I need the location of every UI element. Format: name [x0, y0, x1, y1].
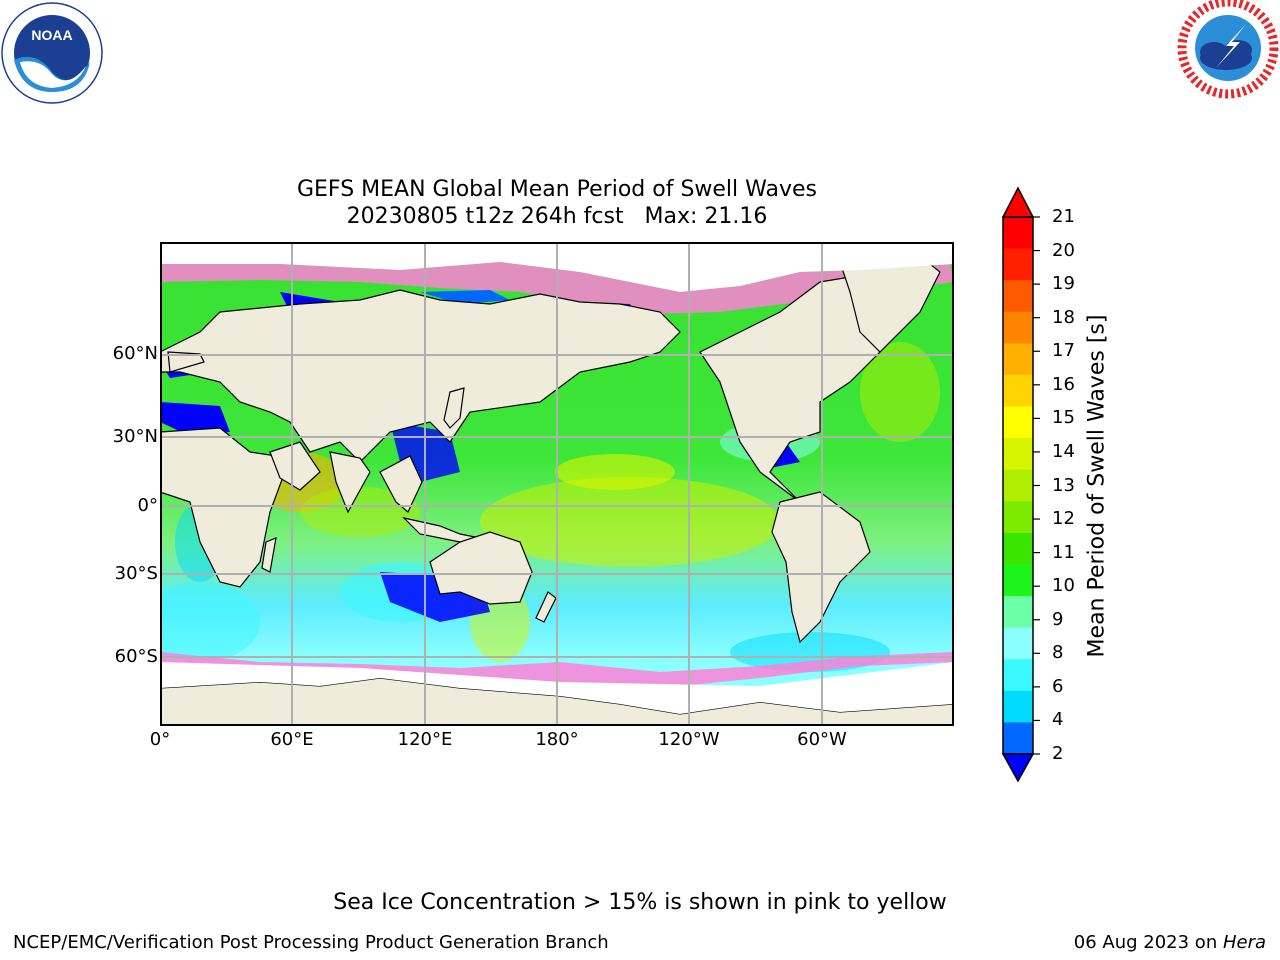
nws-logo [1177, 0, 1279, 99]
colorbar-tick-label: 10 [1052, 575, 1075, 597]
lat-tick-0: 0° [137, 495, 158, 516]
colorbar [1001, 186, 1040, 783]
colorbar-band [1003, 469, 1033, 502]
colorbar-tick-label: 14 [1052, 440, 1075, 462]
colorbar-band [1003, 311, 1033, 344]
noaa-logo: NOAA [1, 2, 103, 104]
colorbar-band [1003, 343, 1033, 376]
colorbar-label: Mean Period of Swell Waves [s] [1084, 314, 1110, 658]
colorbar-tick-label: 4 [1052, 709, 1064, 731]
colorbar-band [1003, 374, 1033, 408]
footer-date: 06 Aug 2023 on Hera [1074, 932, 1266, 953]
footer-machine: Hera [1222, 932, 1266, 953]
colorbar-band [1003, 722, 1033, 755]
colorbar-tick-label: 17 [1052, 340, 1075, 362]
lon-tick-120e: 120°E [397, 729, 453, 750]
lon-tick-120w: 120°W [658, 729, 720, 750]
colorbar-tick-label: 9 [1052, 608, 1064, 630]
colorbar-tick-label: 2 [1052, 743, 1064, 764]
colorbar-over-arrow [1001, 186, 1035, 218]
colorbar-tick-label: 6 [1052, 675, 1064, 697]
colorbar-band [1003, 627, 1033, 660]
swell-period-map [160, 242, 954, 726]
colorbar-tick-label: 18 [1052, 306, 1075, 328]
lon-tick-180: 180° [535, 729, 579, 750]
sea-ice-note: Sea Ice Concentration > 15% is shown in … [333, 890, 947, 915]
colorbar-band [1003, 596, 1033, 629]
colorbar-tick-label: 13 [1052, 474, 1075, 496]
colorbar-band [1003, 438, 1033, 471]
title-line-2: 20230805 t12z 264h fcst Max: 21.16 [346, 204, 768, 229]
colorbar-band [1003, 280, 1033, 313]
gridlines [160, 242, 954, 726]
chart-title: GEFS MEAN Global Mean Period of Swell Wa… [160, 176, 954, 230]
colorbar-band [1003, 406, 1033, 439]
lon-tick-60e: 60°E [270, 729, 314, 750]
colorbar-under-arrow [1001, 753, 1035, 783]
colorbar-tick-label: 8 [1052, 642, 1064, 664]
colorbar-tick-label: 16 [1052, 373, 1075, 395]
colorbar-band [1003, 690, 1033, 723]
colorbar-tick-label: 11 [1052, 541, 1075, 563]
colorbar-band [1003, 532, 1033, 565]
colorbar-band [1003, 564, 1033, 597]
colorbar-tick-label: 20 [1052, 239, 1075, 261]
colorbar-band [1003, 659, 1033, 692]
title-line-1: GEFS MEAN Global Mean Period of Swell Wa… [296, 177, 817, 202]
colorbar-tick-label: 19 [1052, 273, 1075, 295]
colorbar-band [1003, 217, 1033, 250]
colorbar-band [1003, 501, 1033, 534]
lon-tick-60w: 60°W [797, 729, 847, 750]
footer-credit: NCEP/EMC/Verification Post Processing Pr… [13, 932, 609, 953]
colorbar-tick-label: 12 [1052, 508, 1075, 530]
lat-tick-60n: 60°N [112, 343, 158, 364]
lat-tick-30n: 30°N [112, 426, 158, 447]
footer-date-text: 06 Aug 2023 on [1073, 932, 1223, 953]
lat-tick-30s: 30°S [114, 563, 158, 584]
colorbar-tick-label: 21 [1052, 206, 1075, 227]
lat-tick-60s: 60°S [114, 646, 158, 667]
colorbar-band [1003, 248, 1033, 281]
noaa-logo-text: NOAA [31, 27, 72, 43]
colorbar-tick-label: 15 [1052, 407, 1075, 429]
lon-tick-0: 0° [149, 729, 171, 750]
map-frame [160, 242, 954, 726]
